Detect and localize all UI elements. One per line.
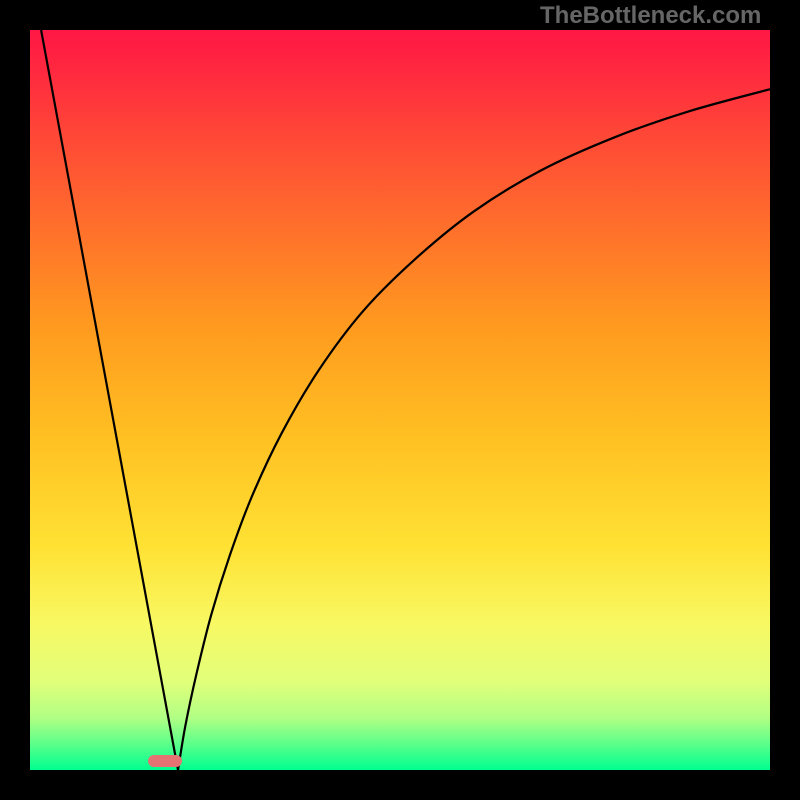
watermark-label: TheBottleneck.com: [540, 2, 761, 30]
bottleneck-curve: [41, 30, 770, 770]
optimal-marker: [148, 755, 182, 767]
plot-area: [30, 30, 770, 770]
curve-layer: [30, 30, 770, 770]
chart-container: TheBottleneck.com: [0, 0, 800, 800]
